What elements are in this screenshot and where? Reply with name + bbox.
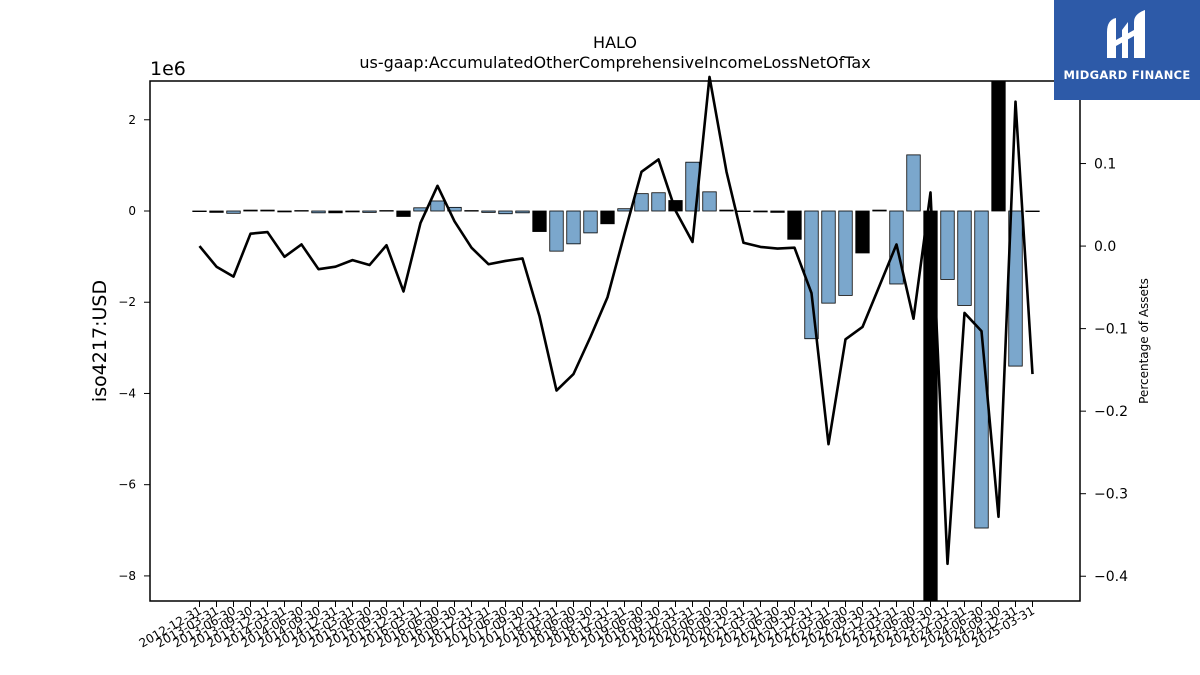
y2-axis-ticks: −0.4−0.3−0.2−0.10.00.10.2 — [1080, 74, 1128, 585]
bar — [736, 210, 751, 213]
bar — [362, 210, 377, 213]
line-series — [198, 75, 1034, 566]
bar — [634, 193, 649, 212]
y-tick-label: −6 — [118, 478, 136, 492]
bar — [974, 210, 989, 529]
y2-tick-label: 0.1 — [1094, 157, 1116, 173]
bar — [498, 210, 513, 215]
bar — [481, 210, 496, 213]
bar — [600, 210, 615, 225]
bar — [396, 210, 411, 217]
bar — [515, 210, 530, 214]
bar — [804, 210, 819, 340]
bar — [991, 80, 1006, 212]
bar — [209, 210, 224, 213]
bar — [243, 209, 258, 212]
bar-series — [192, 80, 1040, 602]
chart-title: HALO — [593, 33, 637, 52]
percentage-line — [198, 75, 1034, 566]
y-tick-label: −4 — [118, 386, 136, 400]
bar — [192, 210, 207, 213]
y2-tick-label: 0.0 — [1094, 239, 1116, 255]
midgard-logo-icon — [1107, 10, 1145, 58]
midgard-finance-logo: MIDGARD FINANCE — [1054, 0, 1200, 100]
chart-subtitle: us-gaap:AccumulatedOtherComprehensiveInc… — [359, 53, 870, 72]
y-offset-label: 1e6 — [150, 58, 186, 80]
bar — [617, 208, 632, 212]
bar — [872, 209, 887, 212]
bar — [311, 210, 326, 214]
bar — [430, 200, 445, 212]
y2-tick-label: −0.1 — [1094, 322, 1128, 338]
bar — [651, 192, 666, 212]
y-tick-label: 2 — [128, 113, 136, 127]
x-axis-ticks: 2012-12-312013-03-312013-06-302013-09-30… — [137, 601, 1037, 650]
bar — [719, 209, 734, 212]
bar — [379, 210, 394, 212]
bar — [464, 210, 479, 212]
bar — [753, 210, 768, 213]
y-axis-ticks: −8 −6 −4 −2 0 2 — [118, 113, 150, 583]
y-tick-label: −8 — [118, 569, 136, 583]
bar — [787, 210, 802, 240]
bar — [566, 210, 581, 245]
bar — [940, 210, 955, 280]
bar — [838, 210, 853, 296]
bar — [549, 210, 564, 252]
bar — [770, 210, 785, 213]
y-tick-label: −2 — [118, 295, 136, 309]
bar — [294, 210, 309, 212]
plot-frame — [149, 80, 1081, 602]
bar — [906, 154, 921, 212]
bar — [345, 210, 360, 213]
y2-tick-label: −0.3 — [1094, 487, 1128, 503]
bar — [260, 209, 275, 212]
bar — [855, 210, 870, 254]
bar — [328, 210, 343, 214]
bar — [532, 210, 547, 232]
y2-axis-label: Percentage of Assets — [1137, 278, 1151, 404]
y2-tick-label: −0.4 — [1094, 569, 1128, 585]
bar — [702, 191, 717, 212]
bar — [821, 210, 836, 304]
logo-text: MIDGARD FINANCE — [1063, 68, 1191, 82]
bar — [583, 210, 598, 234]
bar — [277, 210, 292, 213]
bar — [226, 210, 241, 214]
y-tick-label: 0 — [128, 204, 136, 218]
y2-tick-label: −0.2 — [1094, 404, 1128, 420]
bar — [1025, 210, 1040, 213]
y-axis-label: iso4217:USD — [89, 280, 111, 402]
bar — [957, 210, 972, 306]
